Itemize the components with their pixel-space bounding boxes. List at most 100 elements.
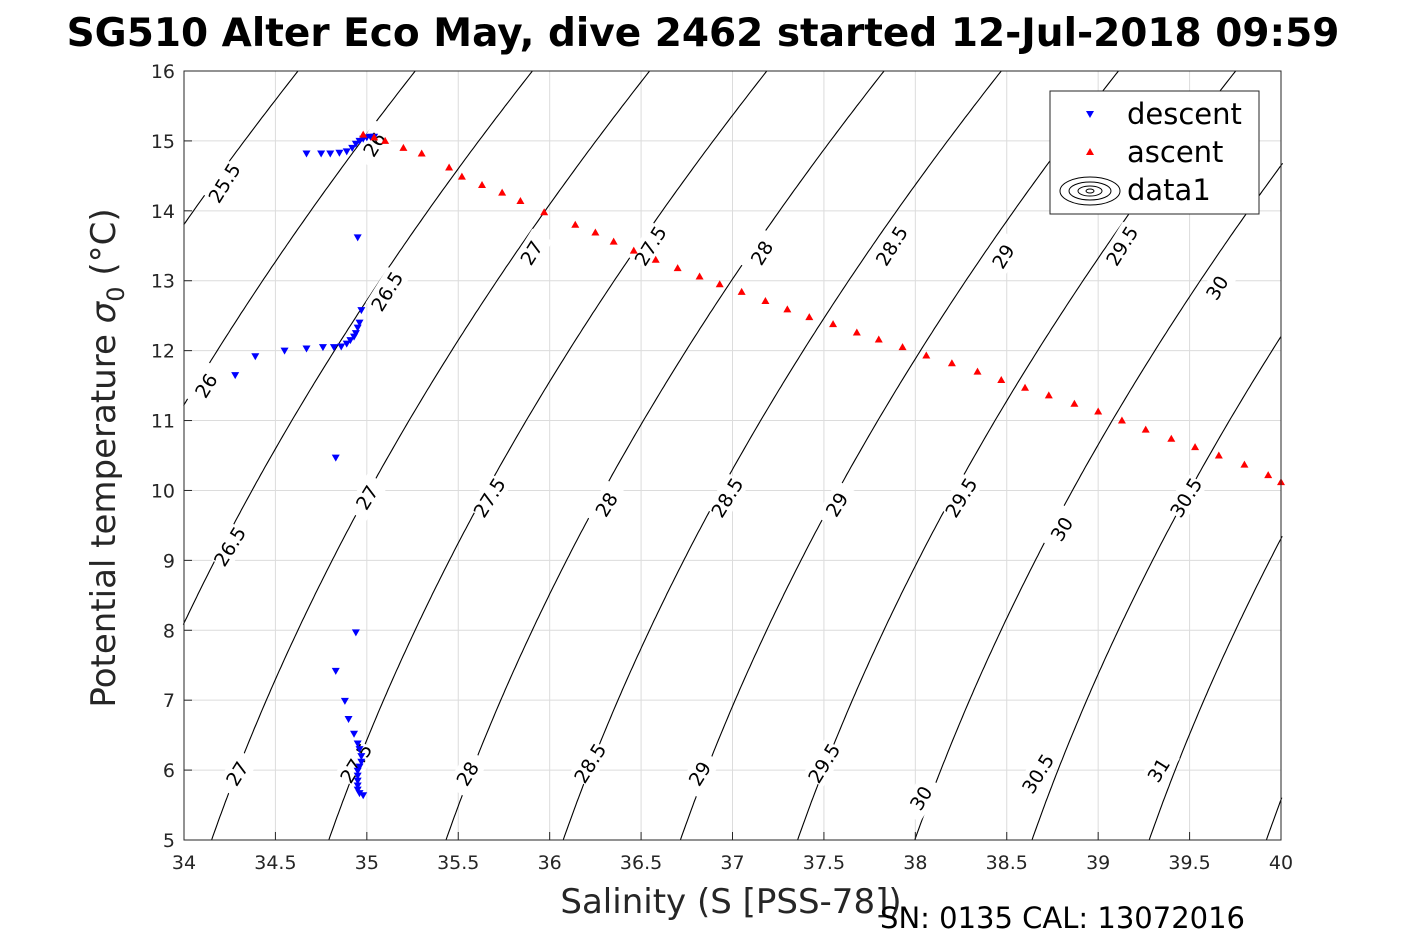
ascent-point [898, 343, 907, 351]
descent-point [335, 149, 344, 157]
y-tick-label: 14 [151, 201, 175, 223]
contour-label-bg [705, 473, 749, 522]
x-tick-label: 35.5 [437, 852, 479, 874]
ascent-point [673, 264, 682, 272]
ascent-point [1214, 451, 1223, 459]
descent-point [318, 344, 327, 352]
descent-point [357, 753, 366, 761]
contour-label-bg [215, 749, 259, 798]
y-tick-label: 9 [163, 550, 175, 572]
isopycnal-line [679, 70, 1119, 841]
ascent-point [1094, 407, 1103, 415]
contour-label-bg [1137, 745, 1180, 795]
ascent-point [629, 246, 638, 254]
contour-label-bg [815, 480, 859, 529]
y-axis-label-sigma: σ [84, 300, 124, 323]
ascent-point [973, 367, 982, 375]
descent-point [329, 344, 338, 352]
legend-ascent-label: ascent [1127, 135, 1223, 169]
y-axis-ticks: 5 6 7 8 9 10 11 12 13 14 15 16 [151, 61, 192, 852]
descent-point [353, 777, 362, 785]
ascent-point [852, 328, 861, 336]
contour-label-bg [870, 221, 913, 270]
descent-point [251, 353, 260, 361]
descent-point [331, 667, 340, 675]
contour-label-bg [802, 738, 846, 788]
ascent-point [1070, 399, 1079, 407]
ascent-point [1117, 416, 1126, 424]
descent-point [348, 144, 357, 152]
descent-point [353, 324, 362, 332]
y-axis-label: Potential temperature σ0 (°C) [84, 208, 130, 707]
contour-label-bg [939, 473, 983, 522]
descent-point [353, 782, 362, 790]
contour-label-bg [202, 158, 246, 208]
ascent-point [1240, 460, 1249, 468]
contour-label-bg [1195, 263, 1239, 312]
ascent-point [783, 305, 792, 313]
contour-label-bg [585, 480, 628, 529]
y-tick-label: 8 [163, 620, 175, 642]
y-tick-label: 5 [163, 830, 175, 852]
ascent-point [417, 149, 426, 157]
isopycnal-line [211, 70, 651, 841]
legend-ascent-marker [1086, 148, 1094, 155]
ascent-point [445, 163, 454, 171]
descent-point [302, 345, 311, 353]
descent-point [351, 629, 360, 637]
ascent-point [571, 220, 580, 228]
y-tick-label: 13 [151, 271, 175, 293]
descent-point [350, 730, 359, 738]
legend-data1-label: data1 [1127, 173, 1211, 207]
legend-descent-label: descent [1127, 97, 1242, 131]
legend-contour-icon [1059, 176, 1121, 206]
legend-box [1049, 90, 1260, 215]
contour-labels: 25.5262626.526.527272727.527.527.5282828… [184, 120, 1239, 823]
y-tick-label: 15 [151, 131, 175, 153]
ascent-point [1141, 425, 1150, 433]
y-tick-label: 11 [151, 411, 175, 433]
descent-point [337, 343, 346, 351]
y-tick-label: 6 [163, 760, 175, 782]
ascent-point [609, 237, 618, 245]
descent-point [344, 716, 353, 724]
descent-point [355, 763, 364, 771]
x-tick-label: 39.5 [1168, 852, 1210, 874]
ascent-point [997, 375, 1006, 383]
contour-label-bg [365, 267, 409, 316]
contour-label-bg [1100, 221, 1144, 270]
ascent-point [1191, 443, 1200, 451]
contour-label-bg [740, 228, 784, 277]
descent-point [355, 746, 364, 754]
x-axis-ticks: 34 34.5 35 35.5 36 36.5 37 37.5 38 38.5 39 39.5 40 [172, 832, 1293, 874]
x-axis-label: Salinity (S [PSS-78]) [560, 882, 901, 922]
contour-label-bg [628, 221, 672, 270]
contour-label-bg [468, 473, 511, 522]
descent-point [317, 150, 326, 158]
descent-point [355, 319, 364, 327]
isopycnal-line [183, 70, 416, 406]
y-tick-label: 16 [151, 61, 175, 83]
contour-label-bg [345, 473, 389, 522]
ascent-point [695, 272, 704, 280]
descent-point [353, 772, 362, 780]
y-tick-label: 10 [151, 480, 175, 502]
ascent-point [399, 143, 408, 151]
ascent-point [359, 130, 368, 138]
y-axis-label-subscript: 0 [102, 286, 130, 301]
ascent-point [381, 136, 390, 144]
ascent-point [947, 359, 956, 367]
isopycnal-line [914, 162, 1284, 841]
descent-point [331, 454, 340, 462]
x-tick-label: 35 [355, 852, 379, 874]
y-tick-label: 12 [151, 341, 175, 363]
y-axis-label-main: Potential temperature [84, 323, 124, 707]
x-tick-label: 36.5 [620, 852, 662, 874]
footer-serial-calibration: SN: 0135 CAL: 13072016 [880, 901, 1245, 935]
data-points [231, 130, 1285, 800]
ascent-point [715, 280, 724, 288]
ascent-point [1264, 471, 1273, 479]
descent-point [357, 758, 366, 766]
descent-point [351, 140, 360, 148]
